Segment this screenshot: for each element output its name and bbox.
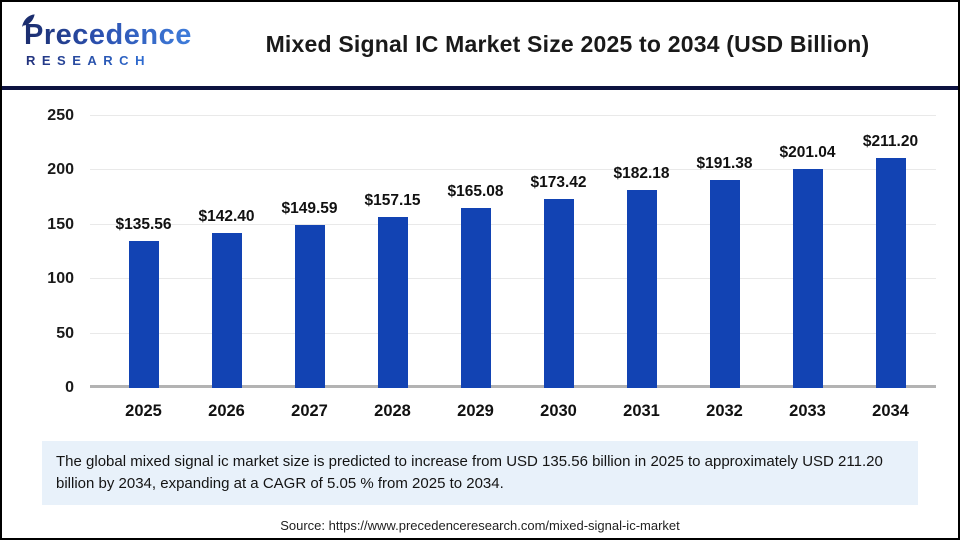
bar-value-label-2026: $142.40: [198, 208, 255, 226]
bar-value-label-2030: $173.42: [530, 174, 587, 192]
bar-value-label-2031: $182.18: [613, 164, 670, 182]
bar-value-label-2034: $211.20: [862, 133, 919, 151]
y-axis-label-50: 50: [56, 324, 74, 342]
bar-2034: [875, 158, 906, 388]
bar-2026: [211, 233, 242, 388]
bar-2033: [792, 169, 823, 388]
gridline-50: [90, 332, 936, 334]
bar-2031: [626, 189, 657, 388]
header: Precedence RESEARCH Mixed Signal IC Mark…: [2, 2, 958, 86]
x-axis-label-2026: 2026: [208, 402, 245, 420]
bar-2025: [128, 240, 159, 388]
precedence-research-logo: Precedence RESEARCH: [20, 14, 205, 68]
bar-column-2028: $157.15: [351, 116, 434, 388]
x-axis-label-2032: 2032: [706, 402, 743, 420]
bar-value-label-2029: $165.08: [447, 183, 504, 201]
header-divider: [2, 86, 958, 90]
bar-chart: 0 50 100 150 200 250 $135.56 $142.40 $149.59 $15…: [2, 90, 958, 421]
bar-column-2029: $165.08: [434, 116, 517, 388]
x-axis-label-2031: 2031: [623, 402, 660, 420]
y-axis-label-250: 250: [47, 107, 74, 124]
y-axis-label-100: 100: [47, 270, 74, 288]
bar-column-2027: $149.59: [268, 116, 351, 388]
gridline-150: [90, 223, 936, 225]
y-axis-label-0: 0: [65, 379, 74, 396]
bar-column-2032: $191.38: [683, 116, 766, 388]
bar-2030: [543, 199, 574, 388]
x-axis-labels: 2025 2026 2027 2028 2029 2030 2031 2032 2033 2034: [102, 388, 932, 421]
bar-2028: [377, 217, 408, 388]
bars-row: $135.56 $142.40 $149.59 $157.15 $165.08 $173.…: [102, 116, 932, 388]
x-axis-label-2028: 2028: [374, 402, 411, 420]
leaf-icon: [22, 14, 35, 28]
bar-value-label-2025: $135.56: [115, 215, 172, 233]
bar-2032: [709, 179, 740, 388]
source-line: Source: https://www.precedenceresearch.c…: [280, 517, 680, 533]
gridline-250: [90, 115, 936, 116]
bar-2027: [294, 225, 325, 388]
y-axis-label-150: 150: [47, 215, 74, 233]
x-axis-label-2029: 2029: [457, 402, 494, 420]
x-axis-label-2034: 2034: [872, 402, 909, 420]
bar-value-label-2028: $157.15: [364, 192, 421, 210]
plot-area: 0 50 100 150 200 250 $135.56 $142.40 $149.59 $15…: [47, 107, 936, 396]
logo-brand-text: Precedence: [24, 19, 192, 52]
bar-column-2025: $135.56: [102, 116, 185, 388]
bar-column-2031: $182.18: [600, 116, 683, 388]
y-axis-labels: 0 50 100 150 200 250: [12, 107, 74, 396]
gridline-200: [90, 169, 936, 171]
gridline-100: [90, 278, 936, 280]
bar-column-2026: $142.40: [185, 116, 268, 388]
x-axis-label-2033: 2033: [789, 402, 826, 420]
bar-column-2030: $173.42: [517, 116, 600, 388]
gridline-0: [90, 385, 936, 388]
bar-column-2034: $211.20: [849, 116, 932, 388]
y-axis-label-200: 200: [47, 161, 74, 179]
page-title: Mixed Signal IC Market Size 2025 to 2034…: [265, 30, 870, 57]
bar-column-2033: $201.04: [766, 116, 849, 388]
bar-value-label-2027: $149.59: [281, 200, 338, 218]
logo-sub-text: RESEARCH: [26, 52, 151, 68]
x-axis-label-2027: 2027: [291, 402, 328, 420]
bar-2029: [460, 208, 491, 388]
summary-callout: The global mixed signal ic market size i…: [42, 441, 918, 505]
bar-value-label-2033: $201.04: [779, 144, 836, 162]
x-axis-label-2030: 2030: [540, 402, 577, 420]
x-axis-label-2025: 2025: [125, 402, 162, 420]
bar-value-label-2032: $191.38: [696, 154, 753, 172]
